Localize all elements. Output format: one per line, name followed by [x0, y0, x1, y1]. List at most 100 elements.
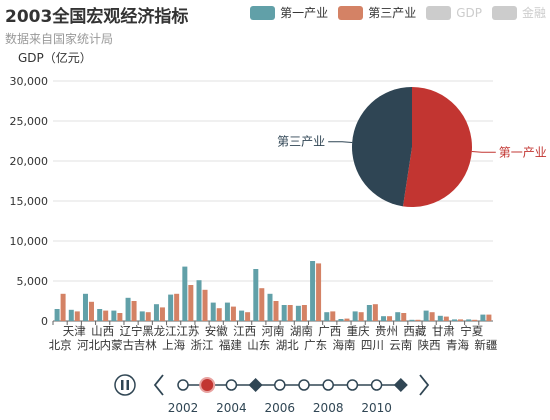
bar[interactable]	[429, 312, 435, 321]
bar[interactable]	[301, 305, 307, 321]
x-tick-label: 山西	[91, 324, 114, 338]
pause-button[interactable]	[114, 374, 136, 396]
bar[interactable]	[182, 266, 188, 321]
bar[interactable]	[125, 297, 131, 321]
bar[interactable]	[295, 305, 301, 321]
x-tick-label: 内蒙古	[100, 338, 135, 352]
bar[interactable]	[139, 311, 145, 321]
y-tick-label: 10,000	[10, 235, 49, 248]
bar[interactable]	[344, 318, 350, 321]
bar[interactable]	[310, 261, 316, 321]
bar[interactable]	[316, 263, 322, 321]
x-tick-label: 福建	[219, 338, 242, 352]
y-tick-label: 0	[41, 315, 48, 328]
bar[interactable]	[82, 293, 88, 321]
timeline-node-diamond[interactable]	[393, 378, 408, 392]
bar[interactable]	[159, 307, 165, 321]
bar[interactable]	[415, 319, 421, 321]
pause-icon	[121, 380, 124, 390]
bar[interactable]	[443, 316, 449, 321]
bar[interactable]	[381, 316, 387, 321]
bar[interactable]	[216, 308, 222, 321]
chevron-left-icon[interactable]	[153, 374, 164, 396]
x-tick-label: 贵州	[375, 324, 398, 338]
bar[interactable]	[372, 304, 378, 321]
bar[interactable]	[196, 280, 202, 321]
bar[interactable]	[338, 319, 344, 321]
bar[interactable]	[202, 289, 208, 321]
x-tick-label: 山东	[247, 338, 270, 352]
bar[interactable]	[395, 312, 401, 321]
bar[interactable]	[366, 305, 372, 321]
bar[interactable]	[273, 301, 279, 321]
bar[interactable]	[267, 293, 273, 321]
bar[interactable]	[480, 314, 486, 321]
bar[interactable]	[210, 302, 216, 321]
bar[interactable]	[352, 311, 358, 321]
timeline-node[interactable]	[274, 379, 286, 391]
x-tick-label: 重庆	[347, 324, 370, 338]
bar[interactable]	[168, 294, 174, 321]
bar[interactable]	[409, 319, 415, 321]
legend-item-tertiary[interactable]: 第三产业	[338, 4, 416, 21]
bar[interactable]	[60, 293, 66, 321]
pie-slice[interactable]	[352, 87, 412, 207]
bar[interactable]	[131, 301, 137, 321]
bar[interactable]	[259, 288, 265, 321]
bar[interactable]	[358, 312, 364, 321]
bar[interactable]	[245, 312, 251, 321]
bar[interactable]	[188, 285, 194, 321]
bar[interactable]	[452, 319, 458, 321]
legend-swatch-tertiary	[338, 5, 364, 20]
bar[interactable]	[174, 293, 180, 321]
timeline-node-diamond[interactable]	[248, 378, 263, 392]
legend-swatch-finance	[491, 5, 517, 20]
timeline-node-current[interactable]	[201, 379, 214, 391]
bar[interactable]	[466, 319, 472, 321]
x-tick-label: 四川	[361, 338, 384, 352]
timeline-year-label: 2006	[265, 401, 296, 415]
bar[interactable]	[68, 309, 74, 321]
x-tick-label: 湖南	[290, 324, 313, 338]
timeline-node[interactable]	[346, 379, 359, 391]
x-tick-label: 河南	[262, 324, 285, 338]
bar[interactable]	[230, 306, 236, 321]
bar[interactable]	[117, 313, 123, 321]
legend-item-gdp[interactable]: GDP	[426, 4, 482, 21]
pie-slice[interactable]	[402, 87, 472, 207]
timeline-node[interactable]	[298, 379, 310, 391]
bar[interactable]	[423, 310, 429, 321]
bar[interactable]	[387, 316, 393, 321]
bar[interactable]	[97, 309, 103, 321]
bar[interactable]	[54, 309, 60, 321]
legend-item-primary[interactable]: 第一产业	[250, 4, 328, 21]
timeline-year-label: 2008	[313, 401, 344, 415]
bar[interactable]	[224, 302, 230, 321]
legend-item-finance[interactable]: 金融	[491, 4, 546, 21]
bar[interactable]	[472, 319, 478, 321]
bar[interactable]	[103, 310, 109, 321]
timeline-node[interactable]	[322, 379, 334, 391]
bar[interactable]	[239, 310, 245, 321]
bar[interactable]	[330, 311, 336, 321]
bar[interactable]	[145, 312, 151, 321]
bar[interactable]	[401, 313, 407, 321]
bar[interactable]	[287, 305, 293, 321]
timeline-node[interactable]	[225, 379, 238, 391]
timeline-node[interactable]	[370, 379, 383, 391]
bar[interactable]	[74, 311, 80, 321]
bar[interactable]	[486, 314, 492, 321]
bar[interactable]	[281, 305, 287, 321]
legend-label-tertiary: 第三产业	[368, 6, 417, 20]
bar[interactable]	[253, 269, 259, 321]
bar[interactable]	[437, 315, 443, 321]
timeline-node[interactable]	[177, 379, 189, 391]
bar[interactable]	[88, 301, 94, 321]
legend: 第一产业 第三产业 GDP 金融	[250, 4, 546, 21]
bar[interactable]	[324, 312, 330, 321]
bar[interactable]	[111, 310, 117, 321]
bar[interactable]	[458, 319, 464, 321]
chevron-right-icon[interactable]	[419, 374, 430, 396]
bar[interactable]	[153, 304, 159, 321]
